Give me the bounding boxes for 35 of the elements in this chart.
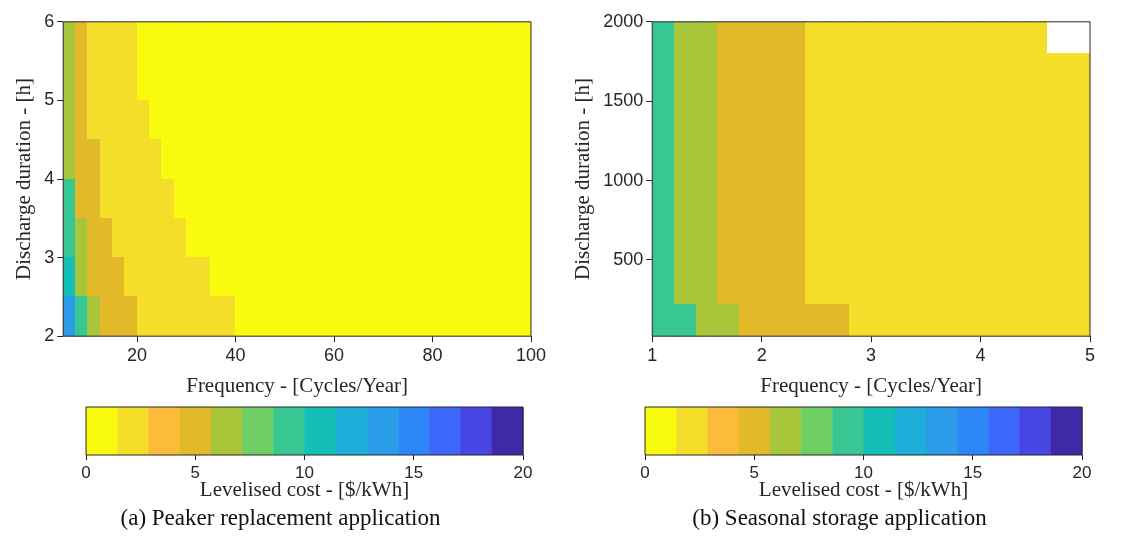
y-tick-label: 4 — [44, 167, 55, 188]
color-bar-label: 0 — [640, 462, 650, 482]
color-bar-label: 20 — [513, 462, 533, 482]
x-tick-label: 3 — [866, 344, 877, 365]
x-tick-label: 20 — [127, 344, 148, 365]
color-bar-label: 10 — [295, 462, 314, 482]
y-tick-label: 2000 — [603, 10, 644, 31]
x-tick-label: 40 — [225, 344, 246, 365]
y-tick-label: 3 — [44, 246, 55, 267]
color-bar-label: 10 — [854, 462, 873, 482]
x-tick-label: 5 — [1084, 344, 1096, 365]
x-axis-title: Frequency - [Cycles/Year] — [186, 372, 409, 397]
x-tick-label: 2 — [756, 344, 767, 365]
text: (a) Peaker replacement application — [120, 505, 441, 531]
x-tick-label: 80 — [422, 344, 443, 365]
y-tick-label: 500 — [613, 248, 644, 269]
y-axis-title: Discharge duration - [h] — [11, 78, 36, 280]
color-bar-label: 20 — [1072, 462, 1092, 482]
y-tick-label: 5 — [44, 89, 55, 110]
y-tick-label: 1500 — [603, 90, 644, 111]
color-bar-label: 5 — [749, 462, 759, 482]
y-tick-label: 2 — [44, 325, 55, 346]
x-tick-label: 60 — [324, 344, 345, 365]
color-bar-label: 15 — [963, 462, 983, 482]
color-bar-label: 5 — [190, 462, 200, 482]
color-bar-label: 15 — [404, 462, 424, 482]
color-bar-label: 0 — [81, 462, 91, 482]
x-tick-label: 1 — [647, 344, 658, 365]
x-tick-label: 4 — [975, 344, 986, 365]
y-tick-label: 1000 — [603, 169, 644, 190]
y-axis-title: Discharge duration - [h] — [570, 78, 595, 280]
x-tick-label: 100 — [515, 344, 547, 365]
text: (b) Seasonal storage application — [692, 505, 987, 531]
y-tick-label: 6 — [44, 10, 55, 31]
x-axis-title: Frequency - [Cycles/Year] — [760, 372, 983, 397]
